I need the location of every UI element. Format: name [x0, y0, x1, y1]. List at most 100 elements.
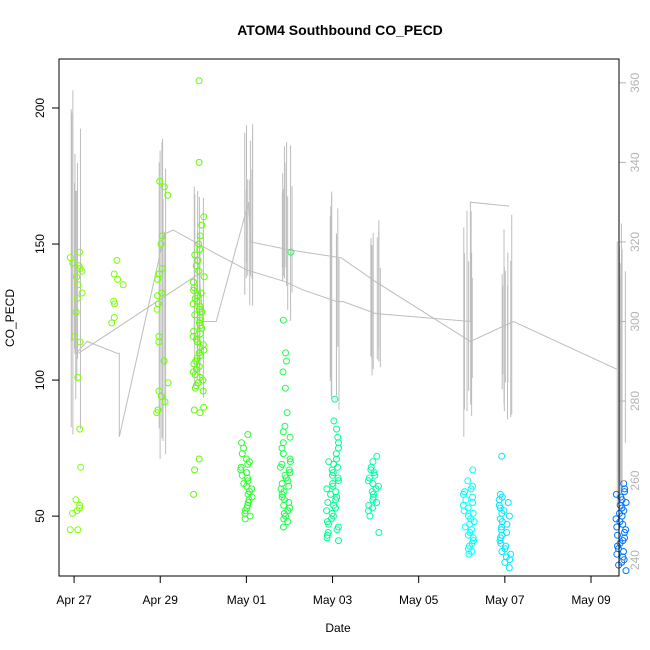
data-point	[334, 474, 342, 482]
data-point	[200, 403, 208, 411]
data-point	[330, 417, 338, 425]
data-point	[238, 471, 246, 479]
data-point	[501, 558, 509, 566]
y2-tick-label: 340	[628, 152, 642, 172]
data-point	[613, 523, 621, 531]
y2-tick-label: 320	[628, 232, 642, 252]
data-point	[69, 259, 77, 267]
data-point	[460, 507, 468, 515]
data-point	[324, 499, 332, 506]
data-point	[244, 474, 252, 482]
y-tick-label: 100	[33, 370, 47, 390]
data-point	[465, 550, 473, 558]
data-point	[285, 482, 293, 490]
data-point	[194, 338, 202, 346]
data-point	[69, 509, 77, 517]
data-point	[74, 526, 82, 534]
data-point	[200, 273, 208, 281]
x-tick-label: May 03	[313, 593, 353, 607]
data-point	[195, 267, 203, 275]
data-point	[498, 523, 506, 531]
data-point	[370, 490, 377, 498]
data-point	[369, 493, 377, 501]
data-point	[192, 262, 200, 270]
data-point	[498, 452, 506, 460]
data-point	[334, 477, 342, 485]
x-tick-label: Apr 29	[143, 593, 179, 607]
data-point	[190, 490, 198, 498]
data-point	[66, 526, 74, 534]
data-point	[157, 240, 165, 248]
data-point	[78, 267, 86, 275]
data-point	[244, 431, 252, 438]
data-point	[199, 387, 207, 395]
data-point	[279, 316, 287, 324]
data-point	[196, 314, 204, 321]
data-point	[287, 248, 295, 256]
data-point	[76, 501, 84, 509]
data-point	[498, 548, 506, 555]
data-point	[334, 463, 342, 471]
data-point	[619, 520, 627, 528]
data-point	[505, 564, 513, 572]
data-point	[196, 246, 204, 253]
y-axis-title: CO_PECD	[3, 289, 17, 347]
data-point	[373, 499, 381, 506]
data-point	[461, 523, 469, 531]
y2-tick-label: 360	[628, 73, 642, 93]
data-point	[335, 439, 342, 447]
data-point	[111, 300, 118, 308]
x-tick-label: May 09	[571, 593, 611, 607]
data-point	[327, 490, 334, 498]
plot-frame	[58, 58, 620, 577]
y2-tick-label: 300	[628, 311, 642, 331]
data-point	[331, 395, 339, 403]
data-point	[196, 232, 204, 240]
data-point	[371, 471, 379, 479]
data-point	[72, 308, 80, 316]
data-point	[366, 512, 374, 520]
data-point	[614, 531, 621, 539]
y2-tick-label: 240	[628, 550, 642, 570]
data-point	[195, 455, 203, 463]
data-point	[279, 368, 287, 376]
secondary-trace-line	[78, 202, 618, 370]
data-point	[161, 398, 169, 406]
data-point	[464, 477, 472, 485]
data-point	[164, 379, 172, 387]
data-point	[325, 520, 332, 528]
data-point	[323, 485, 331, 493]
data-point	[622, 567, 630, 575]
data-point	[119, 281, 127, 289]
data-point	[323, 507, 331, 515]
data-point	[73, 295, 81, 302]
data-point	[467, 485, 475, 493]
data-point	[621, 529, 628, 536]
x-tick-label: May 07	[485, 593, 525, 607]
data-point	[329, 480, 337, 487]
data-point	[160, 357, 168, 365]
data-point	[78, 289, 86, 297]
secondary-trace-line	[75, 201, 510, 437]
data-point	[154, 292, 162, 300]
y-tick-label: 50	[33, 509, 47, 523]
data-point	[277, 463, 284, 471]
data-point	[113, 256, 121, 264]
data-point	[469, 466, 477, 474]
data-point	[153, 305, 161, 313]
data-point	[73, 273, 81, 281]
secondary-series-trace	[75, 201, 618, 437]
x-tick-label: May 01	[227, 593, 267, 607]
data-point	[375, 529, 383, 536]
y-tick-label: 200	[33, 98, 47, 118]
data-point	[72, 496, 80, 504]
data-point	[328, 471, 336, 479]
data-point	[621, 488, 628, 496]
data-point	[114, 275, 122, 283]
data-point	[497, 534, 504, 542]
chart-title: ATOM4 Southbound CO_PECD	[237, 22, 443, 38]
data-point	[504, 499, 512, 506]
data-point	[76, 248, 84, 256]
data-point	[190, 286, 198, 294]
